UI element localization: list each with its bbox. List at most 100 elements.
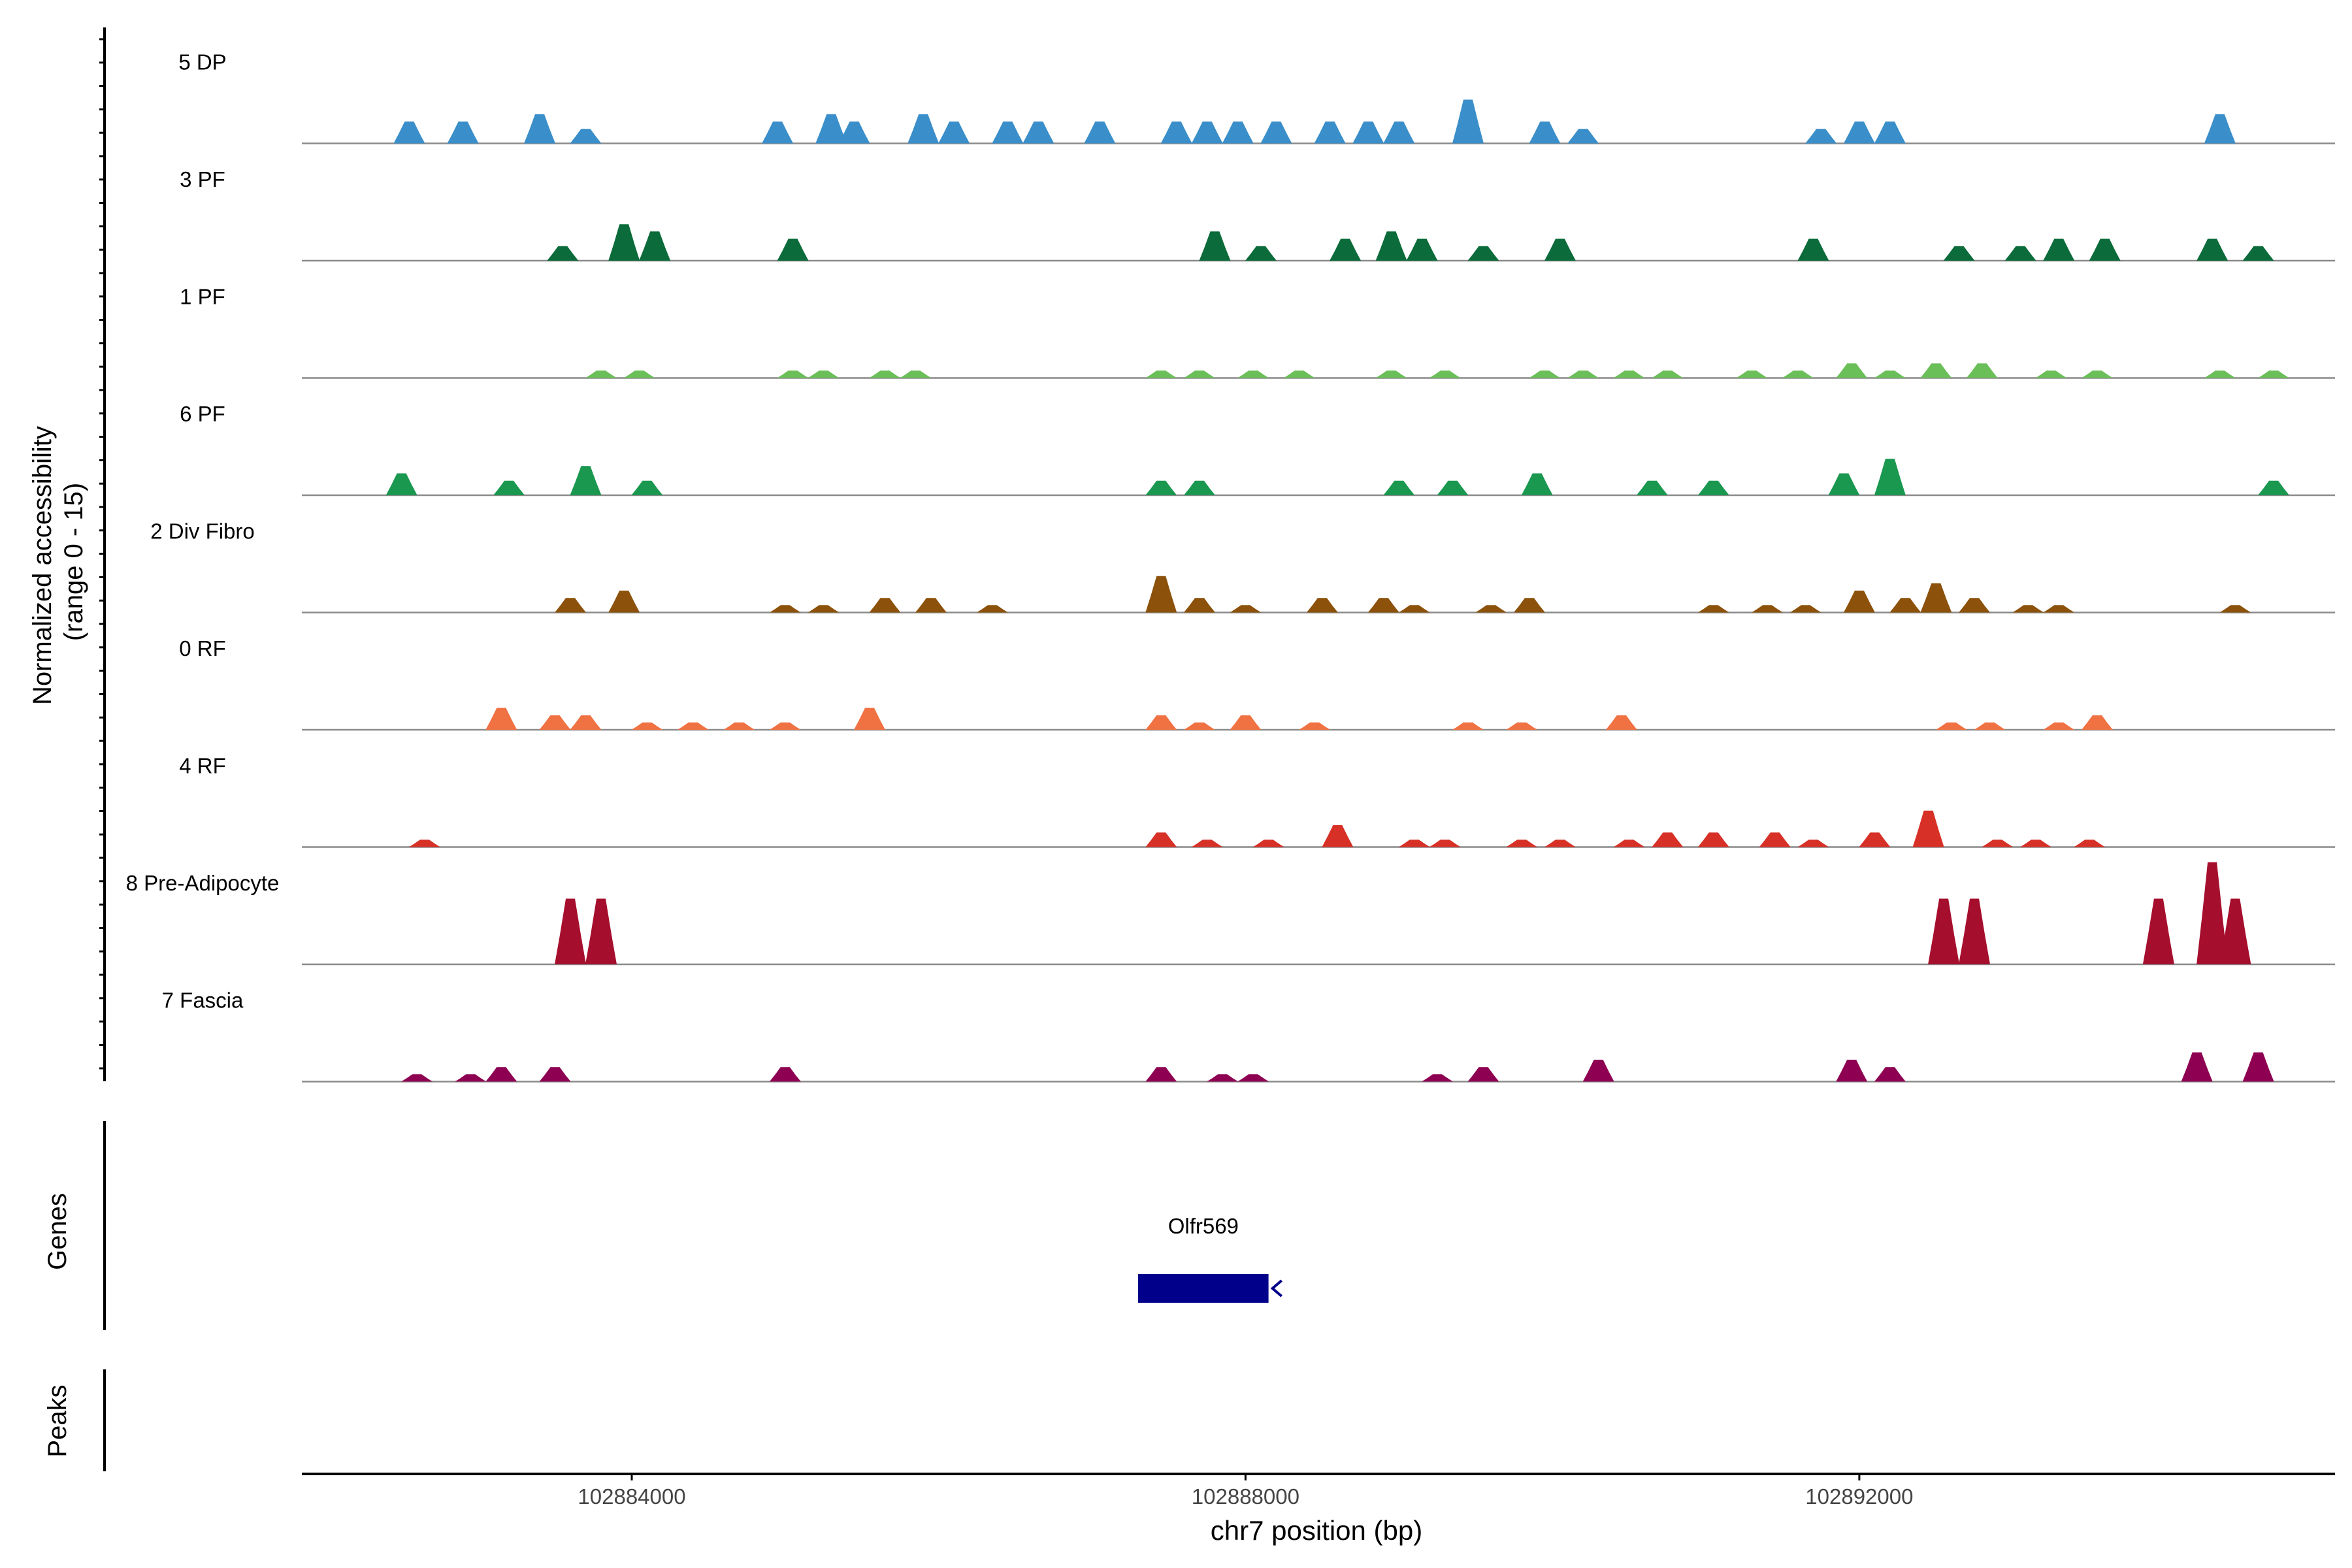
coverage-peak: [938, 122, 970, 144]
coverage-peak: [1506, 722, 1538, 730]
genes-track-label: Genes: [43, 1193, 72, 1270]
coverage-peak: [2035, 370, 2067, 378]
coverage-peak: [539, 715, 571, 730]
coverage-peak: [1322, 825, 1354, 847]
gene-body: [1138, 1274, 1269, 1303]
track-label: 2 Div Fibro: [150, 519, 255, 544]
coverage-peak: [1567, 129, 1599, 144]
coverage-peak: [455, 1074, 487, 1082]
track-6-pf: 6 PF: [180, 402, 2335, 497]
track-label: 6 PF: [180, 402, 225, 426]
coverage-peak: [900, 370, 932, 378]
coverage-peak: [1183, 722, 1215, 730]
coverage-peak: [1874, 122, 1906, 144]
coverage-peak: [585, 370, 617, 378]
peaks-track-label: Peaks: [43, 1384, 72, 1457]
coverage-peak: [1751, 605, 1783, 613]
coverage-peak: [570, 466, 602, 495]
coverage-peak: [570, 129, 602, 144]
coverage-peak: [608, 591, 640, 613]
coverage-peak: [1836, 1060, 1868, 1082]
coverage-peak: [1237, 1074, 1269, 1082]
coverage-peak: [1544, 840, 1576, 847]
coverage-peak: [1506, 840, 1538, 847]
coverage-peak: [2142, 898, 2174, 964]
coverage-peak: [1959, 598, 1991, 613]
coverage-peak: [1352, 122, 1384, 144]
coverage-peak: [1889, 598, 1921, 613]
coverage-peak: [777, 238, 809, 261]
coverage-peak: [1314, 122, 1346, 144]
coverage-peak: [2197, 862, 2229, 964]
coverage-peak: [976, 605, 1008, 613]
coverage-peak: [1183, 370, 1215, 378]
coverage-peak: [1398, 840, 1430, 847]
x-tick-label: 102884000: [578, 1484, 685, 1509]
coverage-peak: [539, 1067, 571, 1082]
coverage-peak: [1260, 122, 1292, 144]
coverage-peak: [2043, 722, 2075, 730]
coverage-peak: [2258, 480, 2290, 495]
coverage-peak: [1145, 832, 1177, 847]
track-label: 4 RF: [179, 754, 226, 778]
coverage-peak: [1406, 238, 1438, 261]
coverage-peak: [1145, 715, 1177, 730]
track-label: 7 Fascia: [162, 988, 244, 1013]
coverage-peak: [1429, 840, 1461, 847]
coverage-peak: [1475, 605, 1507, 613]
y-axis-ticks: [99, 27, 106, 1081]
coverage-peak: [1452, 722, 1484, 730]
coverage-peak: [2181, 1052, 2213, 1082]
coverage-peak: [1375, 370, 1407, 378]
coverage-peak: [1859, 832, 1891, 847]
coverage-peak: [1367, 598, 1399, 613]
coverage-peak: [1145, 576, 1177, 613]
coverage-peak: [1145, 370, 1177, 378]
coverage-peak: [1759, 832, 1791, 847]
coverage-peak: [1836, 363, 1868, 378]
coverage-peak: [1974, 722, 2006, 730]
coverage-peak: [1330, 238, 1362, 261]
coverage-peak: [1145, 480, 1177, 495]
coverage-peak: [1874, 459, 1906, 495]
coverage-peak: [623, 370, 655, 378]
coverage-peak: [808, 605, 840, 613]
coverage-peak: [1398, 605, 1430, 613]
coverage-peak: [2074, 840, 2106, 847]
coverage-peak: [1222, 122, 1254, 144]
coverage-peak: [1183, 480, 1215, 495]
gene-name: Olfr569: [1168, 1214, 1239, 1238]
coverage-peak: [1912, 810, 1944, 847]
coverage-peak: [869, 370, 901, 378]
coverage-peak: [1306, 598, 1338, 613]
coverage-peak: [1652, 370, 1684, 378]
coverage-peak: [1237, 370, 1269, 378]
coverage-peak: [1521, 473, 1553, 495]
track-label: 8 Pre-Adipocyte: [126, 871, 280, 895]
coverage-peak: [485, 708, 517, 730]
coverage-peak: [1467, 246, 1499, 261]
coverage-peak: [2081, 370, 2113, 378]
coverage-peak: [2219, 898, 2251, 964]
coverage-peak: [1843, 122, 1875, 144]
coverage-peak: [1652, 832, 1684, 847]
coverage-peak: [1191, 122, 1223, 144]
coverage-peak: [1982, 840, 2014, 847]
coverage-peak: [408, 840, 440, 847]
coverage-peak: [1544, 238, 1576, 261]
coverage-peak: [838, 122, 870, 144]
track-7-fascia: 7 Fascia: [162, 988, 2335, 1083]
coverage-peak: [1513, 598, 1545, 613]
track-label: 0 RF: [179, 636, 226, 661]
coverage-peak: [915, 598, 947, 613]
coverage-peak: [1613, 840, 1645, 847]
coverage-peak: [1283, 370, 1315, 378]
coverage-peak: [2043, 238, 2075, 261]
track-label: 1 PF: [180, 285, 225, 309]
coverage-peak: [1582, 1060, 1614, 1082]
coverage-peak: [1789, 605, 1821, 613]
coverage-peak: [2089, 238, 2121, 261]
coverage-peak: [769, 722, 801, 730]
coverage-peak: [1383, 122, 1415, 144]
coverage-peak: [2043, 605, 2075, 613]
